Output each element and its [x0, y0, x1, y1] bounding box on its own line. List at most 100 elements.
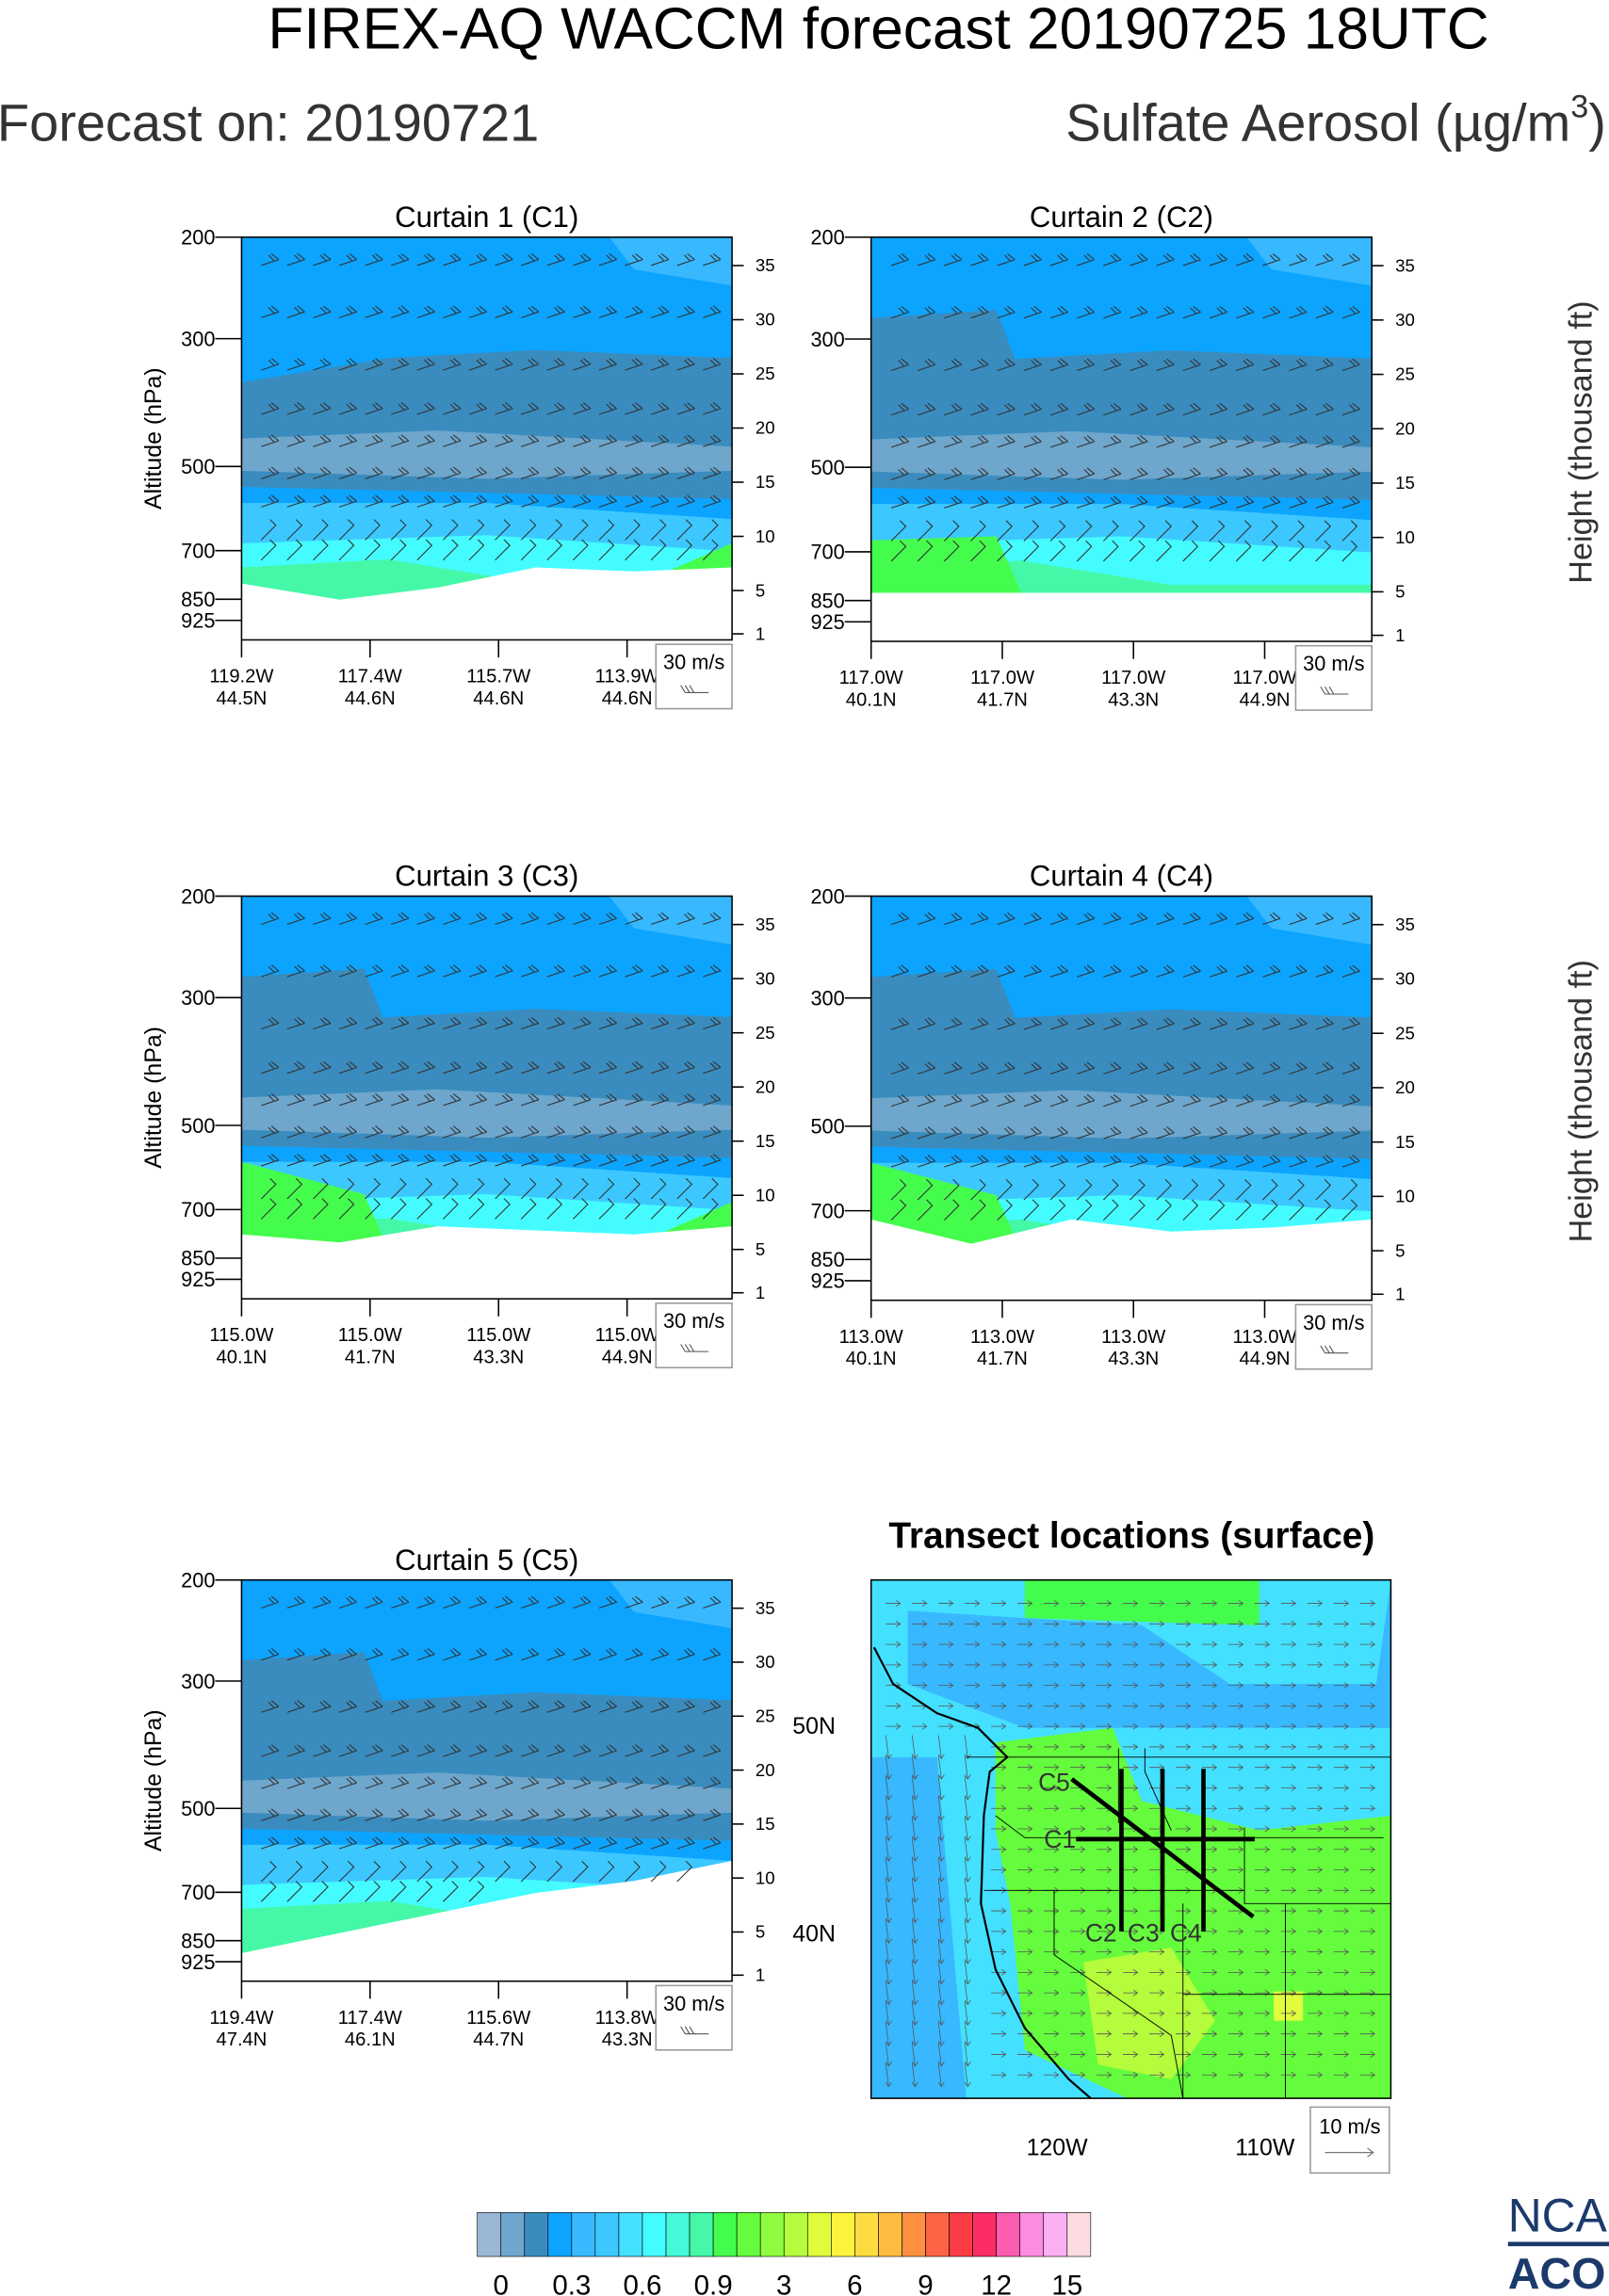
- wind-ref-box: [1294, 1303, 1373, 1370]
- terrain-mask: [870, 1219, 1373, 1301]
- x-tick-lat: 43.3N: [602, 2029, 653, 2050]
- y-tick-label: 700: [810, 1199, 844, 1222]
- wind-barbs: [260, 912, 722, 1220]
- wind-vectors: [885, 1600, 1376, 2088]
- y-tick-label: 925: [810, 610, 844, 634]
- state-borders: [966, 1748, 1391, 2099]
- colorbar-swatch: [854, 2212, 879, 2257]
- y-right-tick-label: 1: [1395, 1284, 1405, 1303]
- y-right-tick-label: 30: [756, 310, 775, 330]
- colorbar-label: 15: [1051, 2270, 1082, 2296]
- colorbar-swatch: [783, 2212, 808, 2257]
- y-right-tick-label: 5: [1395, 582, 1405, 602]
- y-tick-label: 200: [181, 226, 215, 250]
- y-tick-label: 925: [181, 1950, 215, 1974]
- colorbar-swatch: [806, 2212, 832, 2257]
- variable-sup: 3: [1570, 89, 1588, 124]
- colorbar-swatch: [972, 2212, 997, 2257]
- y-right-tick-label: 35: [756, 914, 775, 934]
- colorbar-swatch: [547, 2212, 573, 2257]
- plot-frame: [240, 1578, 733, 1982]
- x-tick-lat: 44.5N: [217, 688, 268, 709]
- y-tick-label: 300: [181, 986, 215, 1010]
- colorbar-label: 12: [981, 2270, 1012, 2296]
- y-right-tick-label: 20: [756, 1760, 775, 1780]
- y-tick-label: 200: [181, 884, 215, 908]
- y-right-tick-label: 10: [1395, 1187, 1415, 1206]
- wind-ref-label: 30 m/s: [663, 651, 724, 674]
- colorbar-label: 3: [776, 2270, 791, 2296]
- colorbar-swatch: [477, 2212, 502, 2257]
- lon-label-110w: 110W: [1235, 2135, 1295, 2161]
- transect-line-c5: [1070, 1777, 1255, 1919]
- colorbar-swatch: [712, 2212, 738, 2257]
- colorbar-label: 9: [918, 2270, 933, 2296]
- x-tick-lat: 43.3N: [473, 1348, 524, 1368]
- map-hotspot: [1274, 1991, 1304, 2021]
- x-tick-lon: 113.0W: [839, 1327, 903, 1348]
- y-right-tick-label: 5: [756, 1922, 765, 1942]
- curtain-title: Curtain 5 (C5): [395, 1544, 578, 1576]
- colorbar-swatch: [665, 2212, 691, 2257]
- aerosol-band-grey: [241, 1089, 733, 1139]
- map-blue-band: [907, 1581, 1391, 1728]
- colorbar-label: 0: [493, 2270, 508, 2296]
- colorbar-swatch: [996, 2212, 1021, 2257]
- colorbar-swatch: [571, 2212, 596, 2257]
- x-tick-lon: 115.6W: [466, 2008, 530, 2029]
- x-tick-lat: 46.1N: [345, 2029, 396, 2050]
- y-right-tick-label: 20: [1395, 418, 1415, 438]
- logo-ncar: NCA: [1508, 2190, 1608, 2242]
- x-tick-lat: 44.9N: [602, 1348, 653, 1368]
- variable-label: Sulfate Aerosol (µg/m3): [1065, 89, 1606, 152]
- y-right-tick-label: 25: [756, 1023, 775, 1043]
- x-tick-lon: 113.9W: [595, 667, 659, 687]
- colorbar-label: 0.9: [694, 2270, 733, 2296]
- y-right-axis-label: Height (thousand ft): [1563, 300, 1599, 583]
- plot-frame: [240, 236, 733, 641]
- wind-ref-box: [1294, 644, 1373, 711]
- curtain-title: Curtain 3 (C3): [395, 860, 578, 893]
- y-right-tick-label: 10: [1395, 527, 1415, 547]
- y-tick-label: 925: [181, 609, 215, 633]
- lat-label-40n: 40N: [792, 1921, 836, 1948]
- forecast-date: Forecast on: 20190721: [0, 92, 539, 152]
- wind-ref-label: 30 m/s: [663, 1992, 724, 2015]
- wind-barbs: [260, 1595, 722, 1902]
- x-tick-lon: 117.0W: [1101, 668, 1165, 688]
- x-tick-lon: 117.0W: [970, 668, 1034, 688]
- y-right-tick-label: 10: [756, 1185, 775, 1205]
- colorbar-swatch: [500, 2212, 526, 2257]
- aerosol-band-dark-upper: [241, 1652, 414, 1801]
- y-right-tick-label: 30: [756, 1652, 775, 1672]
- wind-barbs: [260, 252, 722, 561]
- logo-divider: [1507, 2241, 1609, 2247]
- y-tick-label: 700: [181, 1881, 215, 1904]
- y-right-tick-label: 30: [756, 968, 775, 988]
- y-right-tick-label: 35: [756, 255, 775, 275]
- map-ocean: [870, 1756, 967, 2099]
- aerosol-band-dark-upper: [241, 968, 414, 1118]
- colorbar-swatch: [1043, 2212, 1068, 2257]
- y-tick-label: 500: [181, 455, 215, 478]
- y-tick-label: 500: [181, 1114, 215, 1138]
- wind-barbs: [890, 253, 1360, 562]
- y-right-tick-label: 5: [756, 580, 765, 600]
- y-tick-label: 700: [181, 539, 215, 562]
- y-tick-label: 300: [181, 327, 215, 350]
- x-tick-lat: 43.3N: [1108, 1349, 1159, 1369]
- colorbar-label: 6: [847, 2270, 862, 2296]
- x-tick-lat: 40.1N: [846, 1349, 897, 1369]
- wind-ref-label: 30 m/s: [1303, 1311, 1364, 1334]
- x-tick-lat: 44.9N: [1240, 689, 1291, 710]
- colorbar-swatch: [949, 2212, 973, 2257]
- y-tick-label: 925: [810, 1269, 844, 1293]
- x-tick-lon: 117.4W: [338, 667, 402, 687]
- curtain-title: Curtain 4 (C4): [1030, 860, 1213, 893]
- y-right-tick-label: 1: [1395, 625, 1405, 645]
- logo-acom: ACO: [1508, 2249, 1606, 2296]
- wind-ref-box: [655, 1984, 733, 2051]
- variable-main: Sulfate Aerosol (µg/m: [1065, 92, 1570, 152]
- x-tick-lat: 40.1N: [217, 1348, 268, 1368]
